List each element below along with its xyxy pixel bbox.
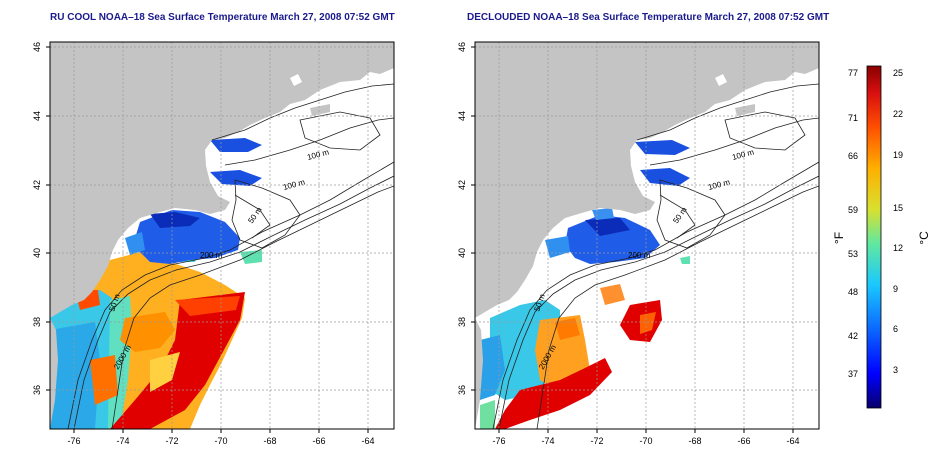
y-tick: 38 <box>32 317 42 327</box>
c-tick: 3 <box>893 365 898 375</box>
graticule <box>475 42 819 429</box>
y-tick: 42 <box>32 180 42 190</box>
x-tick: -68 <box>688 436 701 446</box>
c-tick: 6 <box>893 324 898 334</box>
y-axis-ticks: 36 38 40 42 44 46 <box>457 42 475 395</box>
x-axis-ticks: -76 -74 -72 -70 -68 -66 -64 <box>492 429 800 446</box>
f-tick: 48 <box>848 287 858 297</box>
f-tick: 53 <box>848 249 858 259</box>
x-axis-ticks: -76 -74 -72 -70 -68 -66 -64 <box>67 429 375 446</box>
f-tick: 77 <box>848 68 858 78</box>
x-tick: -72 <box>165 436 178 446</box>
bathymetry-contours <box>67 83 394 429</box>
f-tick: 66 <box>848 151 858 161</box>
celsius-ticks: 25 22 19 15 12 9 6 3 <box>893 68 903 375</box>
x-tick: -76 <box>67 436 80 446</box>
x-tick: -74 <box>116 436 129 446</box>
land-mass <box>475 42 819 318</box>
c-tick: 19 <box>893 150 903 160</box>
fahrenheit-unit-label: °F <box>832 232 846 244</box>
y-tick: 46 <box>457 42 467 52</box>
f-tick: 59 <box>848 205 858 215</box>
y-tick: 38 <box>457 317 467 327</box>
x-tick: -64 <box>361 436 374 446</box>
c-tick: 12 <box>893 243 903 253</box>
x-tick: -70 <box>639 436 652 446</box>
x-tick: -76 <box>492 436 505 446</box>
sst-field <box>480 140 690 429</box>
y-tick: 44 <box>457 111 467 121</box>
y-tick: 36 <box>457 385 467 395</box>
colorbar: 77 71 66 59 53 48 42 37 25 22 19 15 12 9… <box>832 65 931 409</box>
y-tick: 44 <box>32 111 42 121</box>
c-tick: 15 <box>893 203 903 213</box>
celsius-unit-label: °C <box>917 231 931 245</box>
map-panel-declouded: 100 m 100 m 50 m 200 m 50 m 2000 m -76 -… <box>457 41 820 446</box>
y-tick: 40 <box>457 248 467 258</box>
x-tick: -74 <box>541 436 554 446</box>
contour-label: 200 m <box>200 251 223 260</box>
c-tick: 9 <box>893 284 898 294</box>
map-frame <box>474 41 820 430</box>
y-tick: 36 <box>32 385 42 395</box>
y-tick: 40 <box>32 248 42 258</box>
f-tick: 42 <box>848 331 858 341</box>
colorbar-scale <box>866 65 882 409</box>
x-tick: -70 <box>214 436 227 446</box>
f-tick: 37 <box>848 369 858 379</box>
y-tick: 42 <box>457 180 467 190</box>
map-panel-raw: 100 m 100 m 50 m 200 m 50 m 2000 m -76 -… <box>32 41 395 446</box>
x-tick: -64 <box>786 436 799 446</box>
x-tick: -66 <box>737 436 750 446</box>
sst-field <box>50 138 262 429</box>
map-frame <box>49 41 395 430</box>
x-tick: -66 <box>312 436 325 446</box>
y-tick: 46 <box>32 42 42 52</box>
f-tick: 71 <box>848 113 858 123</box>
panel-title-declouded: DECLOUDED NOAA–18 Sea Surface Temperatur… <box>467 12 830 23</box>
x-tick: -72 <box>590 436 603 446</box>
bathymetry-contours <box>492 83 819 429</box>
y-axis-ticks: 36 38 40 42 44 46 <box>32 42 50 395</box>
c-tick: 25 <box>893 68 903 78</box>
fahrenheit-ticks: 77 71 66 59 53 48 42 37 <box>848 68 858 379</box>
contour-label: 200 m <box>628 251 651 260</box>
c-tick: 22 <box>893 109 903 119</box>
panel-title-raw: RU COOL NOAA–18 Sea Surface Temperature … <box>50 12 395 23</box>
graticule <box>50 42 394 429</box>
x-tick: -68 <box>263 436 276 446</box>
land-mass <box>50 42 394 318</box>
